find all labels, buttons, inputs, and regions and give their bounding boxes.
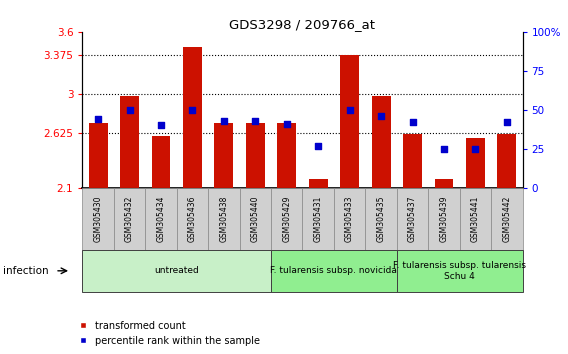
Text: GSM305434: GSM305434 bbox=[156, 195, 165, 242]
Bar bbox=[403, 133, 422, 188]
Bar bbox=[277, 123, 296, 188]
Text: untreated: untreated bbox=[154, 266, 199, 275]
Point bbox=[502, 119, 511, 125]
Text: GSM305431: GSM305431 bbox=[314, 195, 323, 242]
Text: GSM305432: GSM305432 bbox=[125, 195, 134, 242]
Text: GSM305429: GSM305429 bbox=[282, 195, 291, 242]
Text: GSM305430: GSM305430 bbox=[94, 195, 103, 242]
Text: GSM305436: GSM305436 bbox=[188, 195, 197, 242]
Text: GSM305435: GSM305435 bbox=[377, 195, 386, 242]
Point bbox=[94, 116, 103, 122]
Point bbox=[250, 118, 260, 124]
Bar bbox=[120, 96, 139, 188]
Point bbox=[282, 121, 291, 127]
Bar bbox=[152, 136, 170, 188]
Text: GSM305442: GSM305442 bbox=[502, 195, 511, 242]
Bar bbox=[371, 96, 391, 188]
Point bbox=[408, 119, 417, 125]
Point bbox=[188, 107, 197, 113]
Text: GSM305437: GSM305437 bbox=[408, 195, 417, 242]
Bar bbox=[466, 138, 485, 188]
Text: GSM305439: GSM305439 bbox=[440, 195, 449, 242]
Bar bbox=[215, 123, 233, 188]
Text: F. tularensis subsp. novicida: F. tularensis subsp. novicida bbox=[270, 266, 398, 275]
Text: GSM305438: GSM305438 bbox=[219, 195, 228, 242]
Legend: transformed count, percentile rank within the sample: transformed count, percentile rank withi… bbox=[73, 321, 260, 346]
Point bbox=[345, 107, 354, 113]
Bar bbox=[183, 47, 202, 188]
Text: GSM305433: GSM305433 bbox=[345, 195, 354, 242]
Text: F. tularensis subsp. tularensis
Schu 4: F. tularensis subsp. tularensis Schu 4 bbox=[393, 261, 526, 280]
Bar bbox=[89, 123, 107, 188]
Bar bbox=[309, 179, 328, 188]
Point bbox=[314, 143, 323, 148]
Text: GSM305440: GSM305440 bbox=[251, 195, 260, 242]
Bar bbox=[246, 123, 265, 188]
Bar bbox=[498, 133, 516, 188]
Point bbox=[156, 122, 165, 128]
Bar bbox=[340, 55, 359, 188]
Point bbox=[440, 146, 449, 152]
Text: GSM305441: GSM305441 bbox=[471, 195, 480, 242]
Point bbox=[219, 118, 228, 124]
Text: infection: infection bbox=[3, 266, 48, 276]
Title: GDS3298 / 209766_at: GDS3298 / 209766_at bbox=[229, 18, 375, 31]
Bar bbox=[435, 179, 453, 188]
Point bbox=[125, 107, 134, 113]
Point bbox=[377, 113, 386, 119]
Point bbox=[471, 146, 480, 152]
